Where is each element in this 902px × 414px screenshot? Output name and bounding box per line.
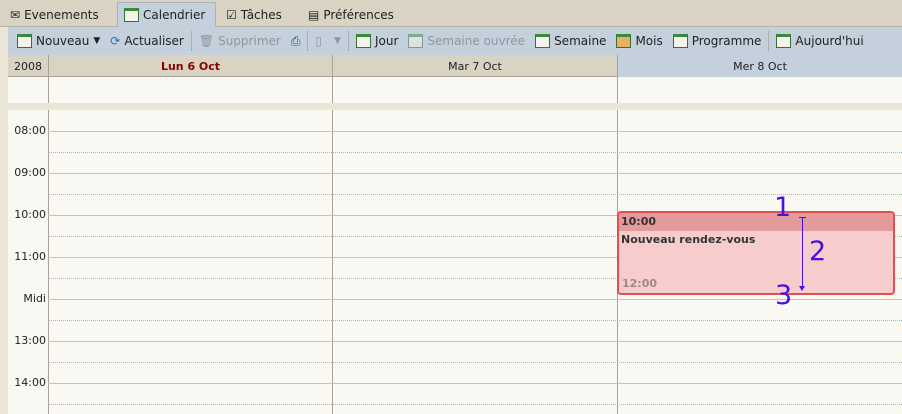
divider	[48, 110, 49, 414]
divider	[307, 31, 309, 51]
workweek-view-button[interactable]: Semaine ouvrée	[403, 29, 530, 53]
divider	[617, 77, 618, 103]
divider	[347, 31, 349, 51]
event-start-time: 10:00	[619, 213, 893, 231]
tab-preferences[interactable]: ▤ Préférences	[308, 7, 394, 22]
half-hour-line	[48, 362, 902, 363]
chevron-down-icon[interactable]: ▼	[93, 36, 101, 46]
event-title: Nouveau rendez-vous	[621, 233, 756, 246]
hour-label: 09:00	[14, 166, 46, 179]
envelope-icon: ✉	[10, 7, 21, 22]
day-header-wed[interactable]: Mer 8 Oct	[617, 55, 902, 77]
divider	[48, 77, 49, 103]
hour-label: Midi	[23, 292, 46, 305]
year-label: 2008	[14, 59, 42, 73]
document-icon: ▤	[308, 7, 320, 22]
tab-bar: ✉ Evenements Calendrier ☑ Tâches ▤ Préféren…	[0, 0, 902, 27]
today-icon	[776, 34, 792, 48]
day-header-mon[interactable]: Lun 6 Oct	[48, 55, 332, 77]
day-icon	[355, 34, 371, 48]
annotation-arrow	[799, 217, 806, 291]
hour-line	[48, 131, 902, 132]
half-hour-line	[48, 236, 902, 237]
new-button[interactable]: Nouveau ▼	[12, 29, 105, 53]
day-header-row: 2008 Lun 6 Oct Mar 7 Oct Mer 8 Oct	[8, 55, 902, 77]
hour-line	[48, 173, 902, 174]
hour-line	[48, 299, 902, 300]
week-view-button[interactable]: Semaine	[530, 29, 611, 53]
divider	[190, 31, 192, 51]
workweek-icon	[408, 34, 424, 48]
divider	[332, 77, 333, 103]
trash-icon: 🗑	[198, 34, 215, 48]
printer-icon: ⎙	[290, 33, 301, 48]
half-hour-line	[48, 278, 902, 279]
print-button[interactable]: ⎙	[286, 29, 306, 53]
hour-label: 10:00	[14, 208, 46, 221]
annotation-2: 2	[809, 236, 827, 267]
hour-label: 14:00	[14, 376, 46, 389]
half-hour-line	[48, 194, 902, 195]
hour-line	[48, 257, 902, 258]
new-event-icon	[17, 34, 32, 48]
half-hour-line	[48, 320, 902, 321]
all-day-row[interactable]	[8, 77, 902, 103]
hour-line	[48, 383, 902, 384]
week-icon	[535, 34, 551, 48]
chevron-down-icon: ▼	[334, 36, 341, 46]
calendar-icon	[124, 8, 139, 22]
separator	[8, 103, 902, 110]
hour-line	[48, 341, 902, 342]
tab-taches[interactable]: ☑ Tâches	[226, 7, 282, 22]
event-end-time: 12:00	[622, 277, 658, 290]
hour-label: 13:00	[14, 334, 46, 347]
tab-calendrier[interactable]: Calendrier	[117, 2, 216, 27]
annotation-1: 1	[774, 192, 792, 223]
hour-label: 08:00	[14, 124, 46, 137]
refresh-button[interactable]: ⟳ Actualiser	[110, 34, 184, 48]
checklist-icon: ☑	[226, 7, 237, 22]
annotation-3: 3	[775, 280, 793, 311]
month-view-button[interactable]: Mois	[611, 29, 667, 53]
toolbar: Nouveau ▼ ⟳ Actualiser 🗑 Supprimer ⎙ ▯ ▼ Jou…	[8, 27, 902, 55]
day-header-tue[interactable]: Mar 7 Oct	[332, 55, 617, 77]
event-nouveau-rendez-vous[interactable]: 10:00 Nouveau rendez-vous 12:00	[617, 211, 895, 295]
divider	[332, 110, 333, 414]
divider	[768, 31, 770, 51]
schedule-view-button[interactable]: Programme	[668, 29, 767, 53]
tag-button[interactable]: ▯ ▼	[310, 29, 346, 53]
refresh-icon: ⟳	[110, 34, 121, 48]
delete-button[interactable]: 🗑 Supprimer	[198, 34, 281, 48]
hour-line	[48, 215, 902, 216]
today-button[interactable]: Aujourd'hui	[771, 29, 868, 53]
hour-label: 11:00	[14, 250, 46, 263]
half-hour-line	[48, 404, 902, 405]
day-view-button[interactable]: Jour	[351, 29, 403, 53]
month-icon	[616, 34, 632, 48]
schedule-icon	[672, 34, 688, 48]
half-hour-line	[48, 152, 902, 153]
tab-evenements[interactable]: ✉ Evenements	[10, 7, 99, 22]
tag-icon: ▯	[315, 34, 323, 48]
